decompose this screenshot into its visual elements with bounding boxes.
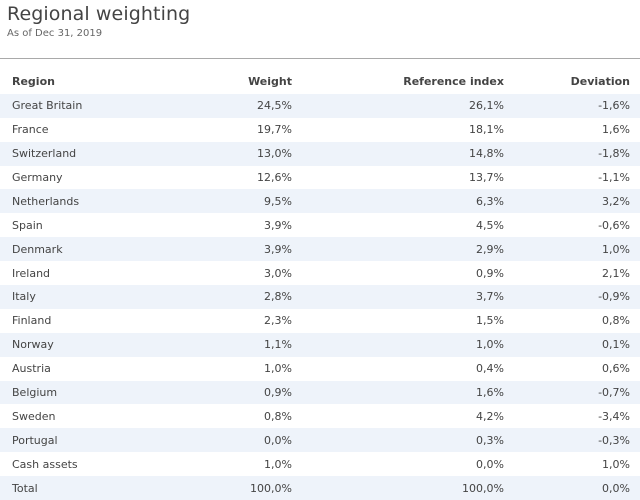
region-cell: Austria <box>12 362 51 376</box>
deviation-cell: 1,0% <box>602 242 630 256</box>
reference-index-cell: 1,0% <box>476 338 504 352</box>
deviation-cell: -0,3% <box>598 433 630 447</box>
table-row: Cash assets 1,0% 0,0% 1,0% <box>0 452 640 477</box>
table-row: Norway 1,1% 1,0% 0,1% <box>0 332 640 357</box>
table-row: Belgium 0,9% 1,6% -0,7% <box>0 380 640 405</box>
column-header-region: Region <box>12 75 55 89</box>
region-cell: Finland <box>12 314 52 328</box>
deviation-cell: -0,9% <box>598 290 630 304</box>
region-cell: Netherlands <box>12 194 80 208</box>
weight-cell: 13,0% <box>257 147 292 161</box>
weight-cell: 0,0% <box>264 433 292 447</box>
deviation-cell: 0,1% <box>602 338 630 352</box>
table-row: Great Britain 24,5% 26,1% -1,6% <box>0 93 640 118</box>
page-header: Regional weighting As of Dec 31, 2019 <box>7 2 637 40</box>
weight-cell: 3,9% <box>264 242 292 256</box>
reference-index-cell: 1,6% <box>476 386 504 400</box>
deviation-cell: 0,6% <box>602 362 630 376</box>
reference-index-cell: 2,9% <box>476 242 504 256</box>
table-row: Total 100,0% 100,0% 0,0% <box>0 476 640 500</box>
table-row: Switzerland 13,0% 14,8% -1,8% <box>0 141 640 166</box>
table-header-row: Region Weight Reference index Deviation <box>0 70 640 94</box>
weight-cell: 0,9% <box>264 386 292 400</box>
reference-index-cell: 0,0% <box>476 457 504 471</box>
region-cell: Denmark <box>12 242 63 256</box>
table-row: Italy 2,8% 3,7% -0,9% <box>0 285 640 309</box>
weight-cell: 12,6% <box>257 171 292 184</box>
weight-cell: 1,0% <box>264 457 292 471</box>
reference-index-cell: 1,5% <box>476 314 504 328</box>
column-header-deviation: Deviation <box>570 75 630 89</box>
table-row: Austria 1,0% 0,4% 0,6% <box>0 356 640 381</box>
region-cell: Ireland <box>12 266 51 280</box>
table-row: France 19,7% 18,1% 1,6% <box>0 117 640 142</box>
reference-index-cell: 26,1% <box>469 99 504 113</box>
deviation-cell: 0,0% <box>602 481 630 495</box>
deviation-cell: 2,1% <box>602 266 630 280</box>
table-row: Denmark 3,9% 2,9% 1,0% <box>0 237 640 262</box>
header-divider <box>0 58 640 59</box>
page-title: Regional weighting <box>7 3 191 25</box>
region-cell: Norway <box>12 338 54 352</box>
weight-cell: 3,9% <box>264 218 292 232</box>
region-cell: Portugal <box>12 433 58 447</box>
reference-index-cell: 6,3% <box>476 194 504 208</box>
weight-cell: 2,3% <box>264 314 292 328</box>
reference-index-cell: 0,4% <box>476 362 504 376</box>
region-cell: Germany <box>12 171 63 184</box>
table-row: Germany 12,6% 13,7% -1,1% <box>0 165 640 190</box>
table-row: Sweden 0,8% 4,2% -3,4% <box>0 404 640 429</box>
region-cell: Total <box>12 481 38 495</box>
reference-index-cell: 3,7% <box>476 290 504 304</box>
regional-weighting-table: Region Weight Reference index Deviation … <box>0 70 640 500</box>
reference-index-cell: 100,0% <box>462 481 504 495</box>
weight-cell: 1,1% <box>264 338 292 352</box>
reference-index-cell: 14,8% <box>469 147 504 161</box>
table-row: Finland 2,3% 1,5% 0,8% <box>0 308 640 333</box>
region-cell: Italy <box>12 290 36 304</box>
region-cell: Belgium <box>12 386 58 400</box>
reference-index-cell: 4,5% <box>476 218 504 232</box>
deviation-cell: -1,6% <box>598 99 630 113</box>
deviation-cell: 0,8% <box>602 314 630 328</box>
table-row: Ireland 3,0% 0,9% 2,1% <box>0 261 640 286</box>
reference-index-cell: 4,2% <box>476 409 504 423</box>
weight-cell: 3,0% <box>264 266 292 280</box>
table-body: Great Britain 24,5% 26,1% -1,6% France 19,7% 1… <box>0 93 640 500</box>
deviation-cell: 3,2% <box>602 194 630 208</box>
weight-cell: 19,7% <box>257 123 292 137</box>
region-cell: Great Britain <box>12 99 83 113</box>
weight-cell: 0,8% <box>264 409 292 423</box>
column-header-weight: Weight <box>248 75 292 89</box>
column-header-reference-index: Reference index <box>403 75 504 89</box>
deviation-cell: -0,7% <box>598 386 630 400</box>
region-cell: Switzerland <box>12 147 77 161</box>
region-cell: France <box>12 123 49 137</box>
table-row: Portugal 0,0% 0,3% -0,3% <box>0 428 640 453</box>
table-row: Spain 3,9% 4,5% -0,6% <box>0 213 640 238</box>
deviation-cell: 1,6% <box>602 123 630 137</box>
reference-index-cell: 13,7% <box>469 171 504 184</box>
reference-index-cell: 0,3% <box>476 433 504 447</box>
weight-cell: 24,5% <box>257 99 292 113</box>
reference-index-cell: 0,9% <box>476 266 504 280</box>
deviation-cell: -1,1% <box>598 171 630 184</box>
as-of-date: As of Dec 31, 2019 <box>7 28 103 39</box>
region-cell: Cash assets <box>12 457 78 471</box>
region-cell: Sweden <box>12 409 56 423</box>
deviation-cell: -1,8% <box>598 147 630 161</box>
weight-cell: 1,0% <box>264 362 292 376</box>
weight-cell: 2,8% <box>264 290 292 304</box>
deviation-cell: 1,0% <box>602 457 630 471</box>
reference-index-cell: 18,1% <box>469 123 504 137</box>
deviation-cell: -0,6% <box>598 218 630 232</box>
deviation-cell: -3,4% <box>598 409 630 423</box>
table-row: Netherlands 9,5% 6,3% 3,2% <box>0 189 640 214</box>
weight-cell: 100,0% <box>250 481 292 495</box>
weight-cell: 9,5% <box>264 194 292 208</box>
region-cell: Spain <box>12 218 43 232</box>
